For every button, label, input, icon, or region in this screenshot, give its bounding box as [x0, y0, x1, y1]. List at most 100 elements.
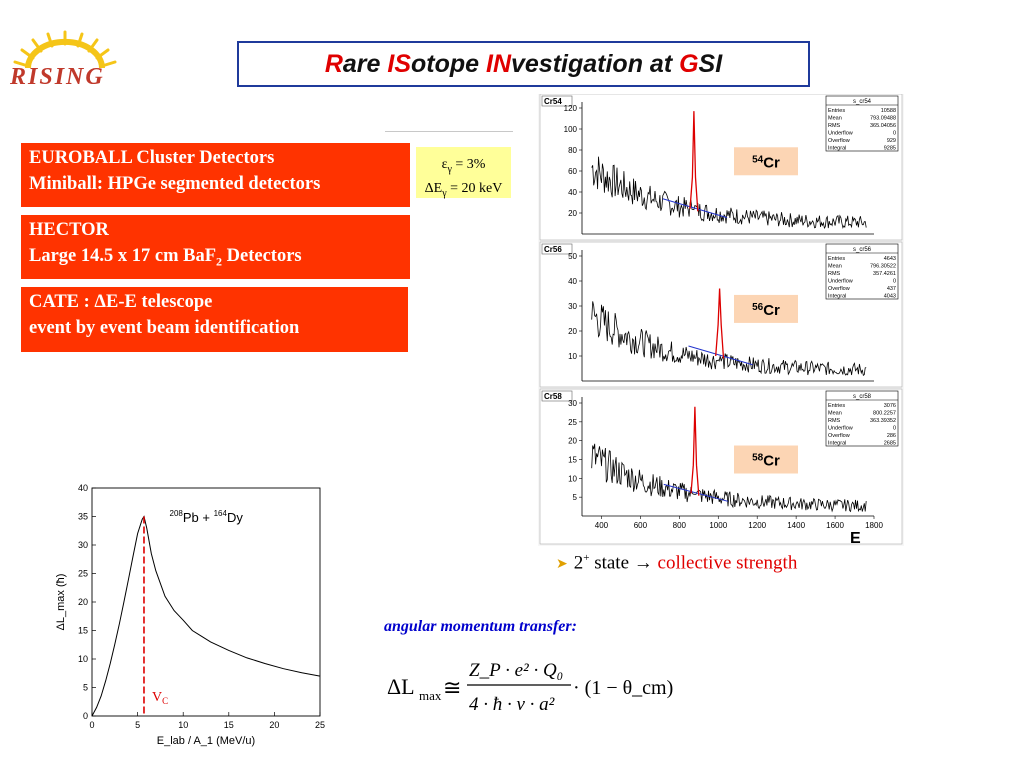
rising-logo: [13, 30, 117, 69]
formula: ΔL max ≅ Z_P · e² · Q₀ 4 · ħ · v · a² · …: [387, 660, 673, 715]
x-tick-label: 10: [178, 720, 188, 730]
stats-value: 0: [893, 426, 896, 432]
y-tick-label: 25: [568, 418, 577, 427]
y-tick-label: 15: [78, 626, 88, 636]
svg-text:max: max: [419, 688, 442, 703]
stats-value: 9285: [884, 146, 896, 152]
title-text: SI: [698, 49, 723, 78]
x-tick-label: 0: [89, 720, 94, 730]
x-axis-label: E_lab / A_1 (MeV/u): [157, 735, 255, 747]
slide-title: Rare ISotope INvestigation at GSI: [325, 50, 722, 79]
y-tick-label: 60: [568, 167, 577, 176]
stats-value: 286: [887, 433, 896, 439]
stats-value: 793.09488: [870, 116, 896, 122]
stats-key: Mean: [828, 411, 842, 417]
title-box: Rare ISotope INvestigation at GSI: [237, 41, 810, 87]
stats-key: Integral: [828, 146, 846, 152]
background-fit-line: [663, 483, 729, 502]
y-axis-label: ΔL_max (ħ): [55, 574, 67, 631]
isotope-label-box: [734, 294, 798, 323]
stats-key: Mean: [828, 116, 842, 122]
sun-icon: [13, 30, 117, 69]
stats-value: 796.30522: [870, 264, 896, 270]
stats-key: Underflow: [828, 131, 853, 137]
y-tick-label: 15: [568, 456, 577, 465]
y-tick-label: 35: [78, 512, 88, 522]
isotope-label: 58Cr: [752, 453, 780, 470]
x-tick-label: 25: [315, 720, 325, 730]
stats-key: Integral: [828, 294, 846, 300]
stats-key: Integral: [828, 441, 846, 447]
y-tick-label: 100: [564, 125, 578, 134]
x-tick-label: 600: [634, 521, 648, 530]
y-tick-label: 40: [78, 483, 88, 493]
resolution-line: ΔEγ = 20 keV: [424, 180, 503, 199]
y-tick-label: 20: [568, 209, 577, 218]
box-line: EUROBALL Cluster Detectors: [29, 148, 275, 168]
svg-text:4 · ħ · v · a²: 4 · ħ · v · a²: [469, 694, 555, 715]
y-tick-label: 20: [78, 597, 88, 607]
stats-title: s_cr54: [853, 99, 872, 105]
y-tick-label: 40: [568, 188, 577, 197]
panel-title-box: [541, 390, 573, 402]
stats-value: 3076: [884, 403, 896, 409]
efficiency-line: εγ = 3%: [441, 157, 486, 175]
svg-text:ΔL: ΔL: [387, 674, 415, 699]
title-text: otope: [411, 49, 486, 78]
logo-text: RISING: [10, 64, 105, 90]
x-tick-label: 1600: [826, 521, 844, 530]
title-highlight: R: [324, 49, 343, 78]
stats-value: 365.04056: [870, 123, 896, 129]
x-tick-label: 1200: [748, 521, 766, 530]
stats-value: 4643: [884, 256, 896, 262]
box-line: HECTOR: [29, 220, 109, 240]
stats-key: RMS: [828, 418, 841, 424]
y-tick-label: 5: [83, 683, 88, 693]
stats-value: 357.4261: [873, 271, 896, 277]
x-tick-label: 1400: [787, 521, 805, 530]
y-tick-label: 40: [568, 277, 577, 286]
y-tick-label: 30: [568, 302, 577, 311]
stats-key: Entries: [828, 256, 845, 262]
panel-title: Cr54: [544, 97, 562, 106]
svg-text:· (1 − θ_cm): · (1 − θ_cm): [573, 677, 673, 699]
title-highlight: IN: [486, 49, 511, 78]
stats-key: RMS: [828, 271, 841, 277]
title-text: are: [342, 49, 388, 78]
box-line: Miniball: HPGe segmented detectors: [29, 174, 321, 194]
divider: [385, 131, 513, 132]
spectrum-panel-54Cr: Cr54 20 40 60 80 100 120 54Cr s_cr54 Entries 10588…: [539, 94, 903, 241]
detector-box-hector: HECTOR Large 14.5 x 17 cm BaF2 Detectors: [21, 215, 410, 279]
x-tick-label: 800: [673, 521, 687, 530]
reaction-label: 208Pb + 164Dy: [170, 509, 244, 525]
stats-key: Underflow: [828, 279, 853, 285]
background-fit-line: [662, 198, 728, 219]
panel-title: Cr56: [544, 245, 562, 254]
y-tick-label: 30: [568, 399, 577, 408]
y-tick-label: 5: [573, 493, 578, 502]
lmax-chart: 0 5 10 15 20 25 0 5 10 15 20 25 30 35 40 VC 208Pb + 164D…: [55, 483, 325, 747]
isotope-label: 54Cr: [752, 154, 780, 171]
stats-value: 2685: [884, 441, 896, 447]
spectrum-trace: [591, 156, 867, 230]
y-tick-label: 10: [568, 352, 577, 361]
y-tick-label: 80: [568, 146, 577, 155]
stats-value: 10588: [881, 108, 896, 114]
lmax-curve: [91, 515, 321, 717]
stats-key: Overflow: [828, 138, 850, 144]
spectrum-panel-56Cr: Cr56 10 20 30 40 50 56Cr s_cr56 Entries 4643 Mean 7…: [539, 241, 903, 388]
detector-box-cate: CATE : ΔE-E telescope event by event bea…: [21, 287, 408, 352]
bullet-point: ➤ 2+ state → collective strength: [556, 552, 798, 574]
box-line: CATE : ΔE-E telescope: [29, 292, 213, 312]
x-tick-label: 1800: [865, 521, 883, 530]
spectrum-trace: [591, 301, 867, 376]
svg-text:Z_P · e² · Q₀: Z_P · e² · Q₀: [469, 660, 563, 681]
stats-key: Entries: [828, 108, 845, 114]
stats-value: 929: [887, 138, 896, 144]
y-tick-label: 20: [568, 327, 577, 336]
stats-key: RMS: [828, 123, 841, 129]
panel-title-box: [541, 95, 573, 107]
peak-fit-line: [715, 288, 725, 359]
angular-momentum-label: angular momentum transfer:: [384, 618, 577, 635]
